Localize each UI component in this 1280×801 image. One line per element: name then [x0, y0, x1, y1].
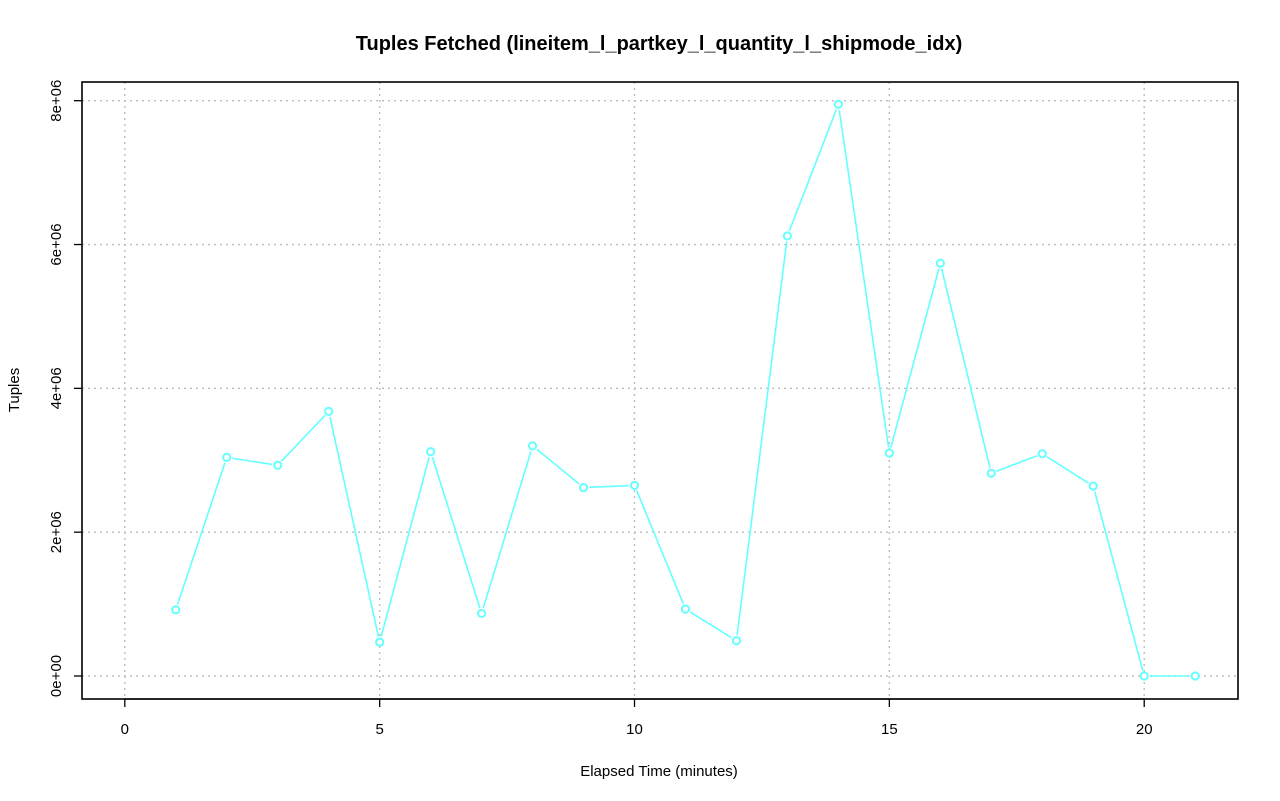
x-tick-label-2: 10 [626, 721, 643, 738]
series-0-segment-12 [788, 109, 838, 231]
series-0-point-1 [222, 452, 232, 462]
series-0-point-12 [782, 231, 793, 241]
series-0-segment-14 [890, 268, 940, 448]
x-tick-label-3: 15 [881, 721, 898, 738]
series-0-point-14 [884, 448, 894, 458]
series-0-point-20 [1190, 671, 1200, 681]
series-0-segment-10 [689, 611, 733, 639]
series-0-segment-3 [329, 416, 380, 637]
series-0-segment-18 [1093, 491, 1144, 671]
series-0-segment-17 [1046, 456, 1089, 484]
series-0-segment-15 [940, 268, 991, 468]
series-0-point-13 [833, 99, 843, 109]
series-0-point-11 [731, 636, 742, 646]
x-tick-label-0: 0 [121, 721, 129, 738]
series-0-segment-6 [482, 450, 532, 609]
series-0-point-17 [1037, 449, 1047, 459]
y-tick-label-4: 8e+06 [48, 80, 65, 122]
x-axis-label: Elapsed Time (minutes) [580, 763, 738, 780]
series-layer [171, 99, 1200, 681]
y-tick-label-3: 6e+06 [48, 223, 65, 265]
series-0-segment-9 [635, 490, 685, 605]
series-0-point-0 [171, 605, 181, 615]
series-0-point-8 [578, 482, 589, 493]
series-0-segment-8 [589, 484, 629, 489]
series-0-point-3 [324, 406, 334, 416]
series-0-point-4 [375, 637, 385, 647]
series-0-point-6 [477, 608, 487, 619]
series-0-point-5 [426, 447, 436, 457]
series-0-segment-13 [838, 109, 890, 448]
series-0-segment-11 [736, 241, 788, 636]
y-tick-label-1: 2e+06 [48, 511, 65, 553]
tick-labels: 0 5 10 15 20 0e+00 2e+06 4e+06 6e+06 8e+06 [48, 80, 1153, 738]
series-0-point-7 [527, 441, 538, 451]
series-0-point-15 [935, 258, 945, 268]
series-0-point-9 [629, 480, 640, 491]
y-tick-label-2: 4e+06 [48, 367, 65, 409]
series-0-segment-1 [232, 457, 273, 466]
series-0-point-18 [1088, 481, 1098, 491]
y-tick-label-0: 0e+00 [48, 655, 65, 697]
series-0-segment-2 [280, 414, 326, 462]
series-0-point-10 [680, 604, 691, 614]
x-tick-label-1: 5 [375, 721, 383, 738]
series-0-segment-7 [536, 448, 580, 485]
y-axis-label: Tuples [6, 368, 23, 412]
x-tick-label-4: 20 [1136, 721, 1153, 738]
series-0-segment-0 [176, 462, 226, 605]
series-0-point-2 [273, 460, 283, 470]
grid-layer [82, 82, 1238, 699]
series-0-point-19 [1139, 671, 1149, 681]
series-0-point-16 [986, 468, 996, 478]
chart-title: Tuples Fetched (lineitem_l_partkey_l_qua… [356, 33, 962, 55]
series-0-segment-4 [380, 456, 430, 637]
series-0-segment-16 [996, 455, 1038, 472]
plot-frame [81, 81, 1239, 700]
series-0-segment-5 [431, 456, 481, 609]
axes-layer [74, 100, 1145, 707]
